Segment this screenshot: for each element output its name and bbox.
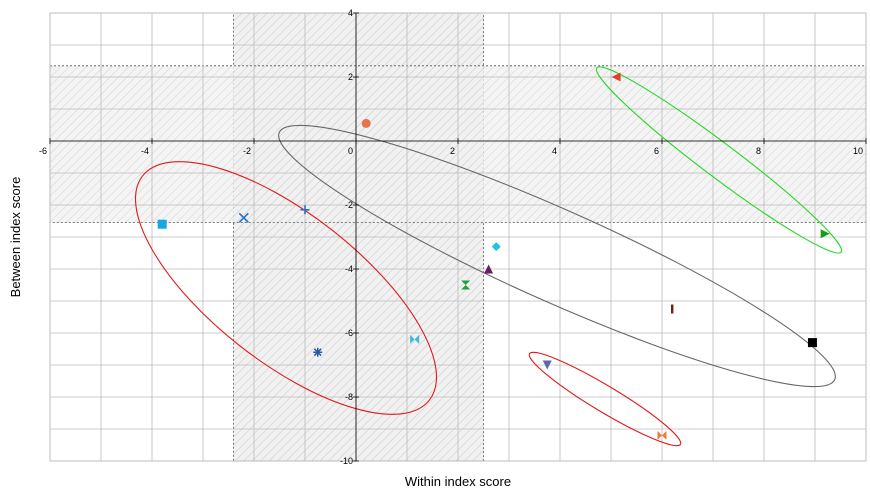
point — [807, 338, 817, 348]
ellipses — [134, 66, 843, 447]
x-tick-label: 8 — [756, 146, 761, 156]
y-axis-title: Between index score — [8, 177, 23, 298]
y-tick-label: -8 — [345, 392, 353, 402]
marks-layer — [157, 72, 830, 440]
y-tick-label: 2 — [348, 72, 353, 82]
x-tick-label: -2 — [243, 146, 251, 156]
x-tick-label: -6 — [39, 146, 47, 156]
y-tick-label: -10 — [340, 456, 353, 466]
x-tick-label: 10 — [853, 146, 863, 156]
ellipse — [528, 351, 682, 447]
axes-layer: -6 -4 -2 0 2 4 6 8 10 4 2 -2 -4 -6 -8 -10 — [39, 8, 867, 466]
point — [410, 334, 420, 344]
x-tick-label: 2 — [450, 146, 455, 156]
ellipse — [134, 161, 438, 415]
x-tick-label: 4 — [552, 146, 557, 156]
point — [657, 430, 667, 440]
point — [491, 242, 501, 252]
y-tick-label: 4 — [348, 8, 353, 18]
point — [542, 360, 552, 370]
x-tick-label: 0 — [348, 146, 353, 156]
point — [313, 347, 323, 357]
y-tick-label: -2 — [345, 200, 353, 210]
point — [611, 72, 621, 82]
point — [484, 264, 494, 274]
point — [238, 212, 249, 223]
point — [461, 280, 471, 290]
x-tick-label: 6 — [654, 146, 659, 156]
x-tick-label: -4 — [141, 146, 149, 156]
point — [300, 205, 310, 215]
point — [671, 304, 674, 314]
ellipse — [278, 124, 836, 388]
y-tick-label: -6 — [345, 328, 353, 338]
point — [820, 229, 830, 239]
y-tick-label: -4 — [345, 264, 353, 274]
point — [361, 118, 371, 128]
point — [157, 219, 167, 229]
x-axis-title: Within index score — [405, 474, 511, 489]
plot-border — [49, 12, 867, 462]
ellipse — [595, 66, 843, 254]
